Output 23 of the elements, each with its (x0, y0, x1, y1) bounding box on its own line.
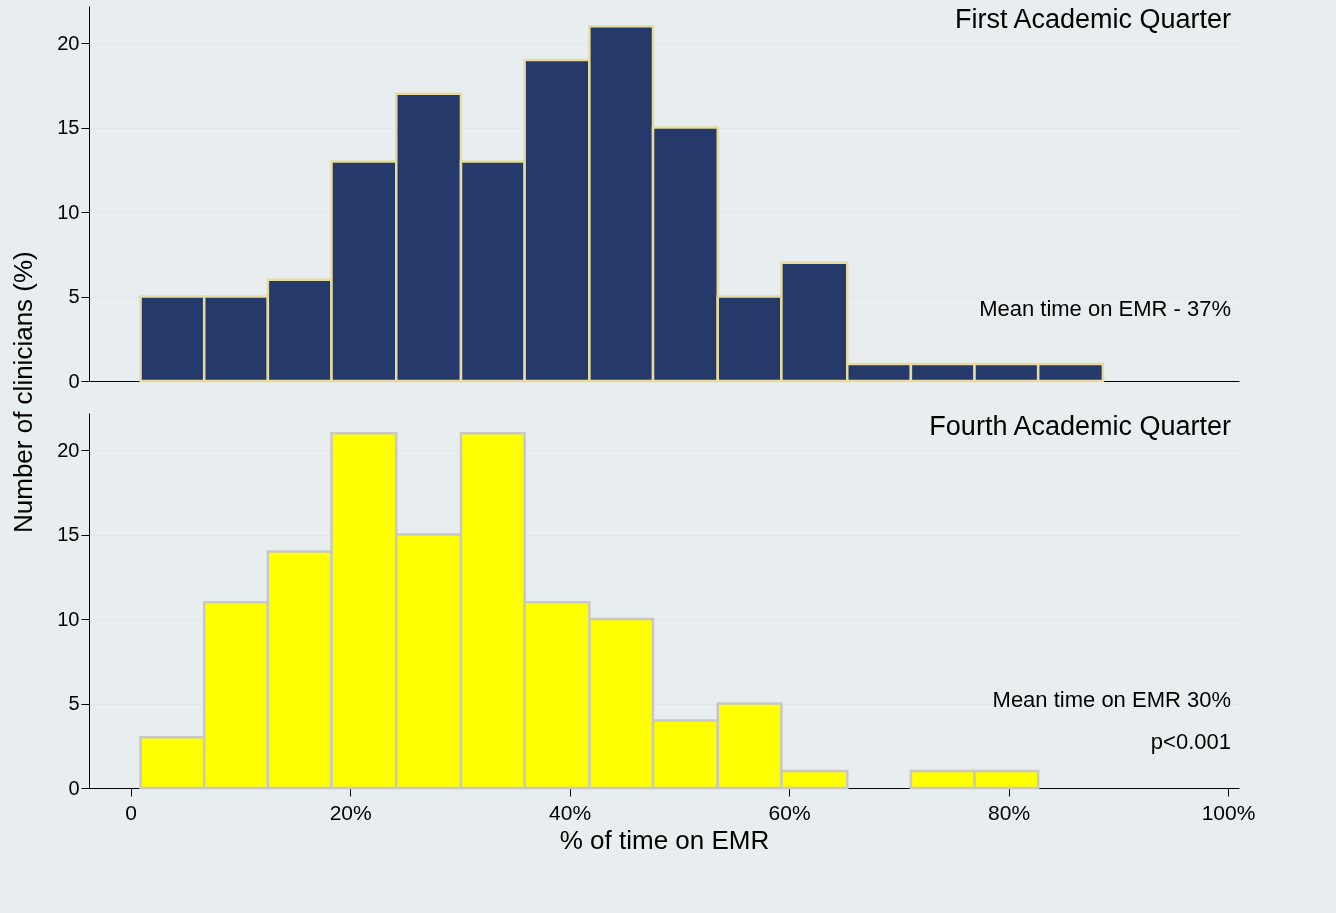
annotation: Mean time on EMR 30% (992, 687, 1231, 712)
x-tick-label: 20% (329, 800, 372, 824)
y-tick-label: 0 (68, 369, 80, 392)
x-tick-label: 60% (768, 800, 811, 824)
annotation: p<0.001 (1150, 729, 1231, 754)
y-tick-label: 20 (57, 438, 80, 461)
x-axis-title: % of time on EMR (559, 824, 770, 855)
y-tick-label: 10 (57, 607, 80, 630)
chart-title: Fourth Academic Quarter (929, 411, 1231, 441)
y-tick-label: 20 (57, 31, 80, 54)
y-tick-label: 15 (57, 116, 80, 139)
y-axis-title: Number of clinicians (%) (8, 251, 39, 533)
chart-title: First Academic Quarter (954, 4, 1232, 34)
annotation: Mean time on EMR - 37% (979, 296, 1231, 321)
y-tick-label: 0 (68, 776, 80, 799)
y-tick-label: 10 (57, 200, 80, 223)
y-tick-label: 5 (68, 285, 80, 308)
x-tick-label: 40% (549, 800, 592, 824)
y-tick-label: 5 (68, 692, 80, 715)
x-tick-label: 100% (1201, 800, 1256, 824)
x-tick-label: 80% (988, 800, 1031, 824)
x-tick-label: 0 (125, 800, 138, 824)
y-tick-label: 15 (57, 523, 80, 546)
